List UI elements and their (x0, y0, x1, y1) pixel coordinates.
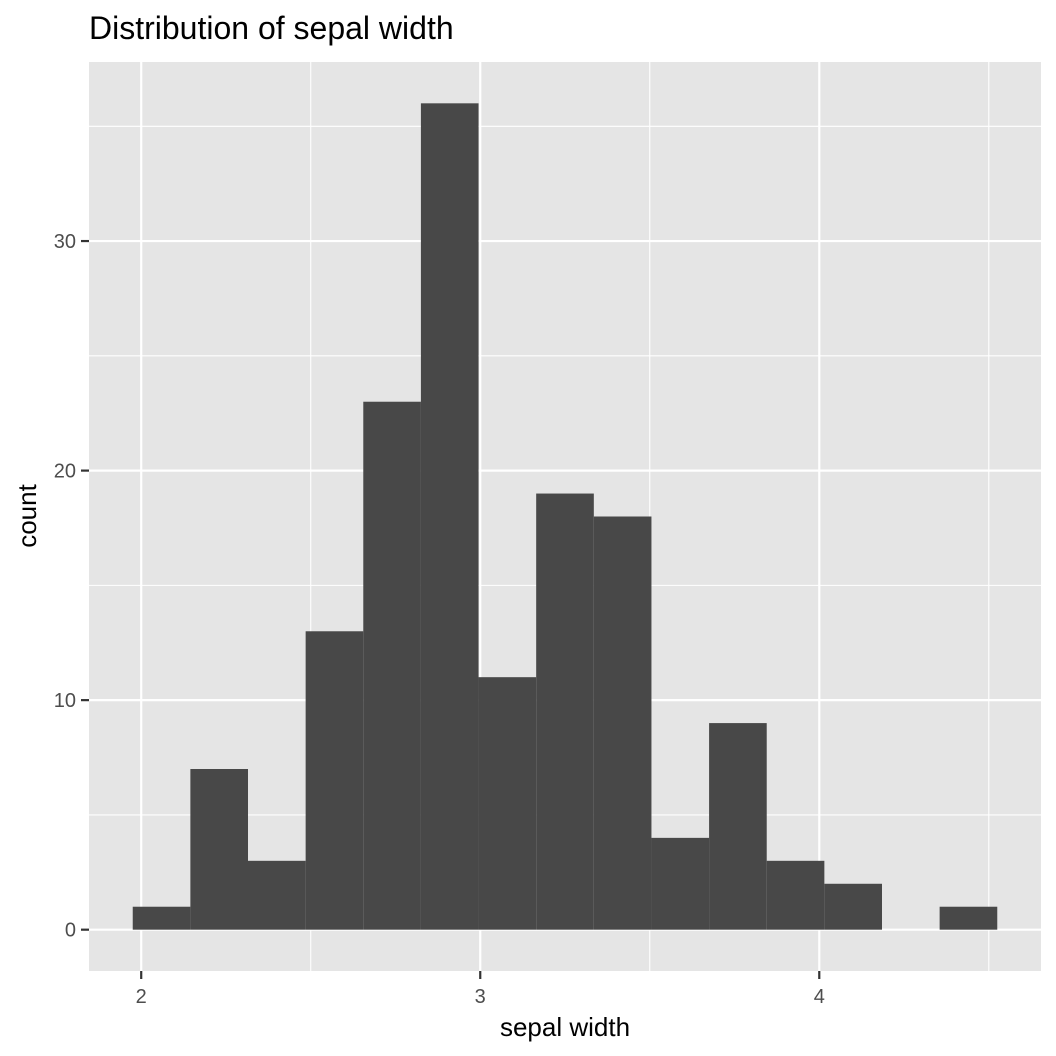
x-tick-label: 2 (136, 986, 147, 1008)
histogram-bars (132, 103, 998, 930)
histogram-bar (420, 103, 479, 930)
histogram-bar (939, 906, 998, 930)
histogram-bar (305, 631, 364, 930)
histogram-bar (824, 883, 882, 930)
histogram-bar (190, 769, 249, 930)
histogram-bar (709, 723, 767, 930)
histogram-bar (478, 677, 537, 930)
x-axis: 2 3 4 (136, 971, 825, 1008)
histogram-bar (593, 516, 652, 930)
histogram-bar (766, 860, 825, 930)
histogram-bar (536, 493, 594, 930)
y-tick-label: 0 (65, 920, 76, 942)
x-tick-label: 4 (814, 986, 825, 1008)
y-tick-label: 20 (54, 461, 76, 483)
y-tick-label: 30 (54, 231, 76, 253)
x-tick-label: 3 (475, 986, 486, 1008)
x-axis-title: sepal width (500, 1012, 630, 1042)
histogram-bar (248, 860, 306, 930)
y-tick-label: 10 (54, 690, 76, 712)
histogram-bar (363, 401, 421, 930)
y-axis: 0 10 20 30 (54, 231, 89, 942)
y-axis-title: count (12, 483, 42, 547)
histogram-bar (651, 837, 710, 930)
histogram-bar (132, 906, 191, 930)
chart-title: Distribution of sepal width (89, 10, 454, 46)
